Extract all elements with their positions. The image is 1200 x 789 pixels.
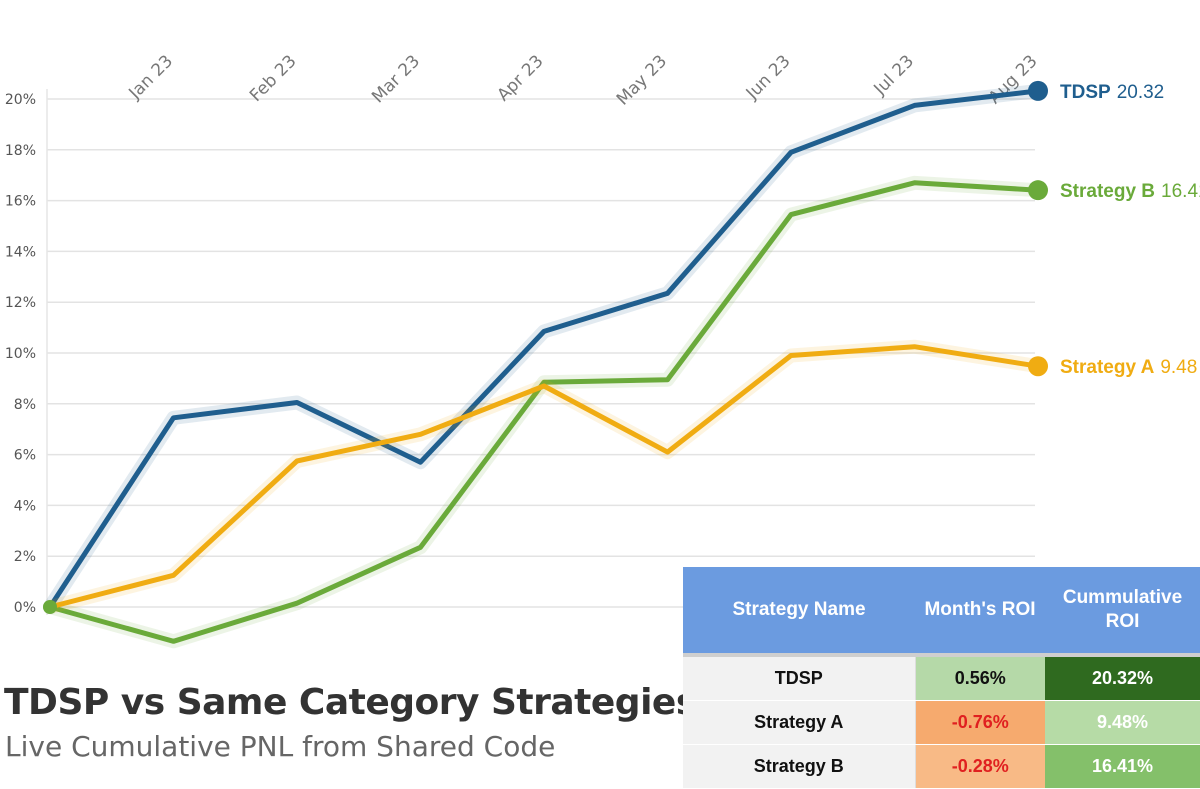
series-line [47,180,1041,644]
table-row: Strategy A -0.76% 9.48% [683,700,1200,745]
cell-strategy-name: TDSP [683,657,916,701]
x-tick-label: Apr 23 [493,51,547,105]
y-tick-label: 10% [5,346,36,362]
cell-cumulative-roi: 20.32% [1045,657,1200,701]
series-name: Strategy A [1060,357,1155,378]
chart-subtitle: Live Cumulative PNL from Shared Code [5,730,556,763]
grid [46,89,1035,615]
cell-strategy-name: Strategy A [683,700,916,745]
cell-month-roi: 0.56% [915,657,1045,701]
header-cumulative-roi: Cummulative ROI [1045,567,1200,653]
x-axis: Jan 23 Feb 23 Mar 23 Apr 23 May 23 Jun 23 Jul … [125,51,1042,109]
x-tick-label: Jul 23 [870,51,918,99]
y-axis: 0% 2% 4% 6% 8% 10% 12% 14% 16% 18% 20% [5,92,36,616]
y-tick-label: 20% [5,92,36,108]
series-end-label: Strategy B 16.41 [1060,181,1200,202]
series-end-label: Strategy A 9.48 [1060,357,1197,378]
series-line [47,344,1041,610]
y-tick-label: 14% [5,244,36,260]
header-month-roi: Month's ROI [915,567,1045,653]
y-tick-label: 0% [14,600,36,616]
series-end-marker [1028,356,1048,377]
roi-table: Strategy Name Month's ROI Cummulative RO… [683,567,1200,789]
series-end-marker [1028,80,1048,101]
end-labels: TDSP 20.32 Strategy B 16.41 Strategy A9.48 [1028,80,1200,378]
series-end-marker [1028,180,1048,201]
series-end-label: TDSP 20.32 [1060,82,1164,103]
y-tick-label: 18% [5,143,36,159]
y-tick-label: 8% [14,397,36,413]
series-value: 9.48 [1160,357,1197,378]
series-value: 16.41 [1161,181,1200,202]
y-tick-label: 6% [14,448,36,464]
y-tick-label: 4% [14,498,36,514]
cell-month-roi: -0.28% [915,744,1045,789]
x-tick-label: May 23 [613,51,671,109]
series-value: 20.32 [1117,82,1165,103]
y-tick-label: 12% [5,295,36,311]
x-tick-label: Jun 23 [742,51,795,104]
series-line [47,88,1041,610]
series-name: TDSP [1060,82,1111,103]
cell-cumulative-roi: 9.48% [1045,700,1200,745]
table-row: Strategy B -0.28% 16.41% [683,744,1200,789]
header-strategy-name: Strategy Name [683,567,915,653]
series-lines [43,83,1045,649]
y-tick-label: 16% [5,194,36,210]
cell-month-roi: -0.76% [915,700,1045,745]
chart-title: TDSP vs Same Category Strategies [4,682,697,723]
table-row: TDSP 0.56% 20.32% [683,657,1200,701]
cell-strategy-name: Strategy B [683,744,916,789]
origin-marker [43,600,57,614]
y-tick-label: 2% [14,549,36,565]
x-tick-label: Jan 23 [125,51,178,104]
x-tick-label: Feb 23 [246,51,301,106]
table-divider [683,653,1200,657]
series-name: Strategy B [1060,181,1155,202]
cell-cumulative-roi: 16.41% [1045,744,1200,789]
table-header-row: Strategy Name Month's ROI Cummulative RO… [683,567,1200,653]
